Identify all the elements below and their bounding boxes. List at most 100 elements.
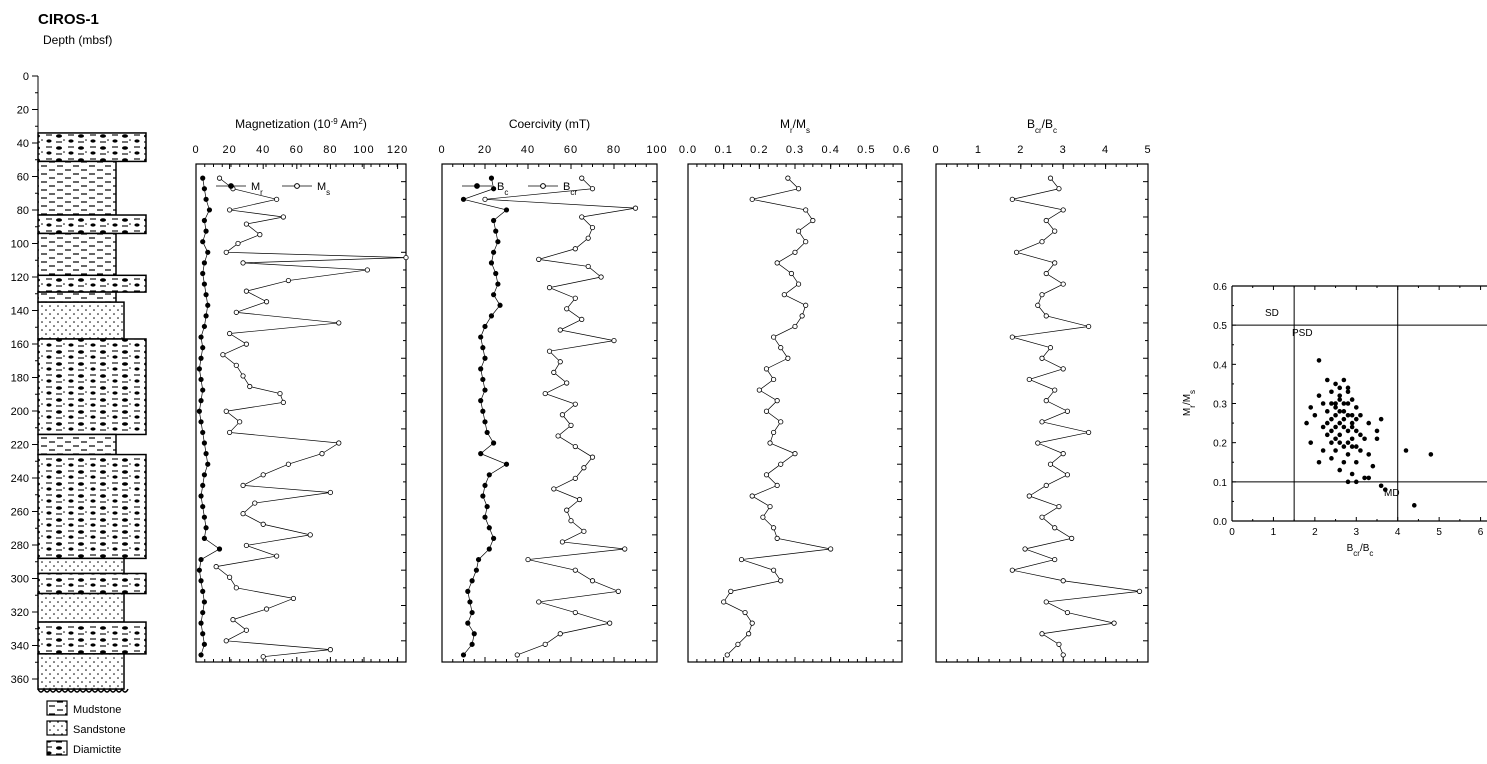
lithology-unit	[37, 433, 117, 456]
data-point-Bcr/Bc	[1043, 398, 1049, 404]
legend-swatch	[46, 700, 68, 716]
scatter-point	[1345, 452, 1351, 457]
data-point-Mr/Ms	[724, 652, 730, 658]
data-point-Mr	[198, 556, 204, 563]
data-point-Ms	[285, 461, 291, 467]
scatter-point	[1366, 475, 1372, 481]
data-point-Mr	[198, 419, 204, 425]
data-point-Bcr/Bc	[1056, 641, 1062, 647]
data-point-Bcr	[581, 465, 587, 471]
lithology-unit	[37, 301, 125, 340]
depth-tick-label: 120	[11, 272, 29, 284]
data-point-Bcr	[551, 369, 557, 375]
depth-tick-label: 260	[11, 507, 29, 519]
data-point-Bcr/Bc	[1136, 588, 1143, 594]
scatter-point	[1320, 401, 1326, 406]
data-point-Mr	[198, 376, 204, 383]
series-line-Bcr	[484, 177, 636, 656]
data-point-Ms	[403, 254, 409, 261]
scatter-y-tick-label: 0.0	[1213, 517, 1227, 528]
data-point-Bc	[490, 440, 497, 446]
data-point-Bcr/Bc	[1039, 355, 1045, 361]
data-point-Bcr/Bc	[1047, 175, 1054, 181]
lithology-unit	[37, 232, 117, 277]
scatter-point	[1329, 416, 1334, 422]
data-point-Bc	[488, 260, 495, 266]
x-tick-label: 0.2	[750, 144, 768, 156]
lithology-unit	[37, 338, 147, 436]
data-point-Mr/Ms	[792, 249, 798, 255]
scatter-x-label: Bcr/Bc	[1347, 543, 1374, 558]
x-tick-label: 5	[1144, 144, 1151, 156]
data-point-Bcr/Bc	[1026, 376, 1032, 383]
depth-tick-label: 180	[11, 373, 29, 385]
data-point-Bcr	[559, 539, 566, 545]
data-point-Ms	[243, 221, 249, 227]
data-point-Mr	[198, 620, 204, 626]
data-point-Bcr	[585, 263, 591, 270]
data-point-Bcr	[557, 359, 563, 365]
depth-tick-label: 360	[11, 674, 29, 686]
scatter-point	[1320, 448, 1326, 453]
scatter-point	[1333, 412, 1338, 418]
day-plot: 0.0 0.1 0.2 0.3 0.4 0.5 0.6 0 1 2 3 4 5 6 SD PSD MD Bcr/B…	[1182, 282, 1487, 558]
panel-3: Mr/Ms 0.0 0.1 0.2 0.3 0.4 0.5 0.6	[679, 117, 910, 663]
data-point-Mr/Ms	[778, 419, 784, 425]
region-label: SD	[1265, 308, 1279, 319]
data-point-Mr/Ms	[749, 493, 755, 499]
data-point-Bcr/Bc	[1009, 334, 1015, 340]
data-point-Mr	[196, 366, 202, 372]
scatter-y-tick-label: 0.4	[1213, 360, 1227, 371]
x-tick-label: 120	[387, 144, 408, 156]
data-point-Bc	[486, 525, 492, 531]
lithology-unit	[37, 557, 125, 575]
x-tick-label: 2	[1017, 144, 1024, 156]
data-point-Mr	[216, 546, 223, 552]
data-point-Mr/Ms	[735, 641, 741, 647]
data-point-Bc	[478, 398, 484, 404]
data-point-Bc	[484, 503, 490, 510]
data-point-Mr	[201, 599, 207, 605]
data-point-Mr/Ms	[749, 620, 755, 626]
data-point-Mr/Ms	[785, 175, 791, 181]
data-point-Mr/Ms	[760, 514, 766, 520]
depth-tick-label: 140	[11, 306, 29, 318]
data-point-Bc	[460, 652, 467, 658]
scatter-point	[1353, 459, 1359, 465]
data-point-Bcr/Bc	[1026, 493, 1032, 499]
data-point-Bcr	[576, 496, 583, 503]
scatter-point	[1333, 436, 1338, 442]
data-point-Bcr/Bc	[1052, 228, 1058, 234]
depth-tick-label: 40	[17, 138, 29, 150]
scatter-point	[1341, 424, 1347, 430]
data-point-Bc	[482, 419, 488, 425]
lithology-unit	[37, 132, 147, 163]
data-point-Bc	[469, 641, 475, 647]
data-point-Bcr	[589, 454, 596, 460]
scatter-point	[1329, 428, 1334, 434]
data-point-Bc	[478, 366, 484, 372]
depth-axis: 0 20 40 60 80 100 120 140 160 180 200 220 240 260 280 3…	[11, 71, 39, 688]
scatter-point	[1308, 440, 1314, 445]
data-point-Bcr	[632, 205, 639, 211]
data-point-Mr/Ms	[746, 631, 752, 637]
data-point-Bcr	[589, 186, 596, 192]
data-point-Mr	[198, 398, 204, 404]
x-tick-label: 0.5	[857, 144, 875, 156]
data-point-Bcr/Bc	[1043, 599, 1049, 605]
data-point-Mr	[203, 196, 209, 202]
data-point-Ms	[240, 482, 246, 489]
data-point-Bc	[488, 313, 495, 319]
data-point-Mr/Ms	[792, 323, 798, 330]
legend-series-label: Ms	[317, 181, 330, 197]
lithology-unit	[37, 453, 147, 560]
x-tick-label: 40	[256, 144, 270, 156]
scatter-point	[1341, 401, 1347, 406]
data-point-Ms	[233, 362, 239, 368]
scatter-point	[1349, 420, 1355, 426]
data-point-Bcr/Bc	[1069, 535, 1075, 541]
data-point-Bcr	[568, 518, 574, 524]
data-point-Bc	[480, 493, 486, 499]
scatter-point	[1333, 424, 1338, 430]
